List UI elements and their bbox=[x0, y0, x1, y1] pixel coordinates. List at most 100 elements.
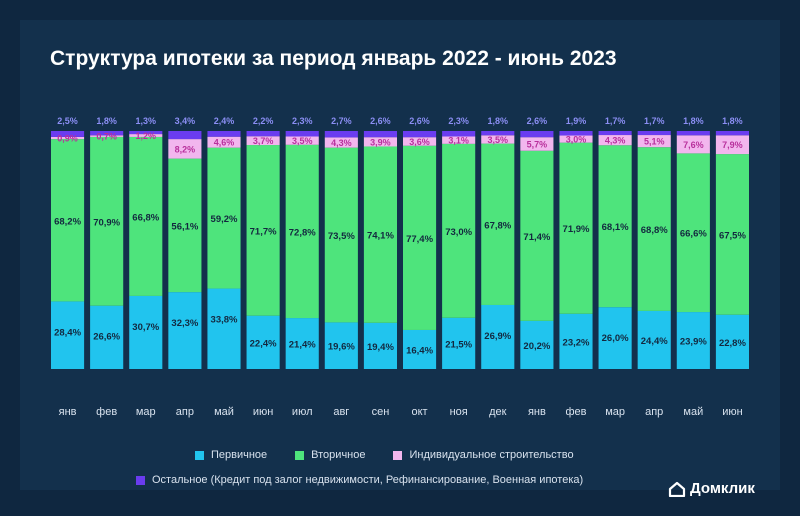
bar-segment-0-3 bbox=[168, 292, 202, 369]
data-label-other-0: 2,5% bbox=[57, 116, 78, 126]
legend-item-1: Вторичное bbox=[295, 449, 365, 461]
data-label-other-12: 2,6% bbox=[527, 116, 548, 126]
bar-segment-1-16 bbox=[676, 153, 710, 313]
bar-segment-2-5 bbox=[246, 136, 280, 146]
bar-segment-0-10 bbox=[442, 317, 476, 369]
data-label-primary-0: 28,4% bbox=[54, 327, 81, 338]
x-tick-label-8: сен bbox=[372, 406, 390, 418]
x-tick-label-2: мар bbox=[136, 406, 156, 418]
bar-segment-1-17 bbox=[715, 154, 749, 315]
data-label-other-9: 2,6% bbox=[409, 116, 430, 126]
bar-segment-1-14 bbox=[598, 145, 632, 308]
data-label-primary-14: 26,0% bbox=[602, 333, 629, 344]
bar-segment-0-11 bbox=[481, 304, 515, 369]
data-label-primary-17: 22,8% bbox=[719, 338, 746, 349]
bar-segment-2-10 bbox=[442, 136, 476, 144]
data-label-other-2: 1,3% bbox=[136, 116, 157, 126]
data-label-primary-7: 19,6% bbox=[328, 342, 355, 353]
bar-segment-1-12 bbox=[520, 150, 554, 321]
data-label-other-11: 1,8% bbox=[488, 116, 509, 126]
data-label-other-10: 2,3% bbox=[448, 116, 469, 126]
bar-segment-1-4 bbox=[207, 147, 241, 289]
bar-segment-2-6 bbox=[285, 136, 319, 145]
stacked-bar-chart: 28,4% 68,2% 0,9% 2,5% янв 26,6% 70,9% 0,7% 1,8% ф… bbox=[51, 116, 749, 418]
data-label-individual-11: 3,5% bbox=[488, 135, 509, 145]
x-tick-label-4: май bbox=[214, 406, 234, 418]
bar-segment-1-10 bbox=[442, 143, 476, 318]
bar-segment-1-7 bbox=[324, 147, 358, 323]
data-label-individual-1: 0,7% bbox=[96, 132, 117, 142]
bar-segment-3-3 bbox=[168, 131, 202, 140]
data-label-other-15: 1,7% bbox=[644, 116, 665, 126]
bar-segment-3-13 bbox=[559, 131, 593, 136]
data-label-individual-17: 7,9% bbox=[722, 140, 743, 150]
x-tick-label-17: июн bbox=[722, 406, 742, 418]
bar-segment-0-7 bbox=[324, 322, 358, 369]
logo-text: Домклик bbox=[690, 480, 755, 497]
bar-segment-1-1 bbox=[90, 136, 124, 306]
bar-segment-3-1 bbox=[90, 131, 124, 136]
data-label-other-1: 1,8% bbox=[96, 116, 117, 126]
bar-segment-3-2 bbox=[129, 131, 163, 135]
data-label-other-17: 1,8% bbox=[722, 116, 743, 126]
data-label-primary-6: 21,4% bbox=[289, 340, 316, 351]
bar-segment-3-7 bbox=[324, 131, 358, 138]
bar-segment-3-4 bbox=[207, 131, 241, 137]
data-label-primary-11: 26,9% bbox=[484, 331, 511, 342]
x-tick-label-14: мар bbox=[605, 406, 625, 418]
bar-segment-1-0 bbox=[51, 139, 85, 302]
data-label-individual-13: 3,0% bbox=[566, 135, 587, 145]
data-label-individual-5: 3,7% bbox=[253, 136, 274, 146]
legend-label-1: Вторичное bbox=[311, 449, 366, 461]
data-label-individual-2: 1,2% bbox=[136, 131, 157, 141]
data-label-individual-3: 8,2% bbox=[175, 144, 196, 154]
bar-segment-1-13 bbox=[559, 142, 593, 314]
legend-swatch-0 bbox=[195, 450, 204, 460]
x-tick-label-7: авг bbox=[333, 406, 349, 418]
bar-segment-3-5 bbox=[246, 131, 280, 137]
x-tick-label-9: окт bbox=[412, 406, 428, 418]
data-label-primary-16: 23,9% bbox=[680, 337, 707, 348]
data-label-primary-4: 33,8% bbox=[211, 315, 238, 326]
data-label-individual-8: 3,9% bbox=[370, 137, 391, 147]
data-label-secondary-17: 67,5% bbox=[719, 230, 746, 241]
x-tick-label-5: июн bbox=[253, 406, 273, 418]
data-label-individual-15: 5,1% bbox=[644, 137, 665, 147]
data-label-individual-6: 3,5% bbox=[292, 136, 313, 146]
bar-segment-1-3 bbox=[168, 158, 202, 293]
data-label-primary-13: 23,2% bbox=[563, 337, 590, 348]
data-label-other-16: 1,8% bbox=[683, 116, 704, 126]
x-tick-label-13: фев bbox=[565, 406, 586, 418]
data-label-primary-5: 22,4% bbox=[250, 338, 277, 349]
data-label-other-13: 1,9% bbox=[566, 116, 587, 126]
data-label-primary-2: 30,7% bbox=[132, 322, 159, 333]
bar-segment-2-11 bbox=[481, 135, 515, 144]
data-label-other-5: 2,2% bbox=[253, 116, 274, 126]
bar-segment-1-5 bbox=[246, 145, 280, 316]
x-tick-label-16: май bbox=[683, 406, 703, 418]
x-tick-label-10: ноя bbox=[450, 406, 468, 418]
data-label-other-7: 2,7% bbox=[331, 116, 352, 126]
bar-segment-3-0 bbox=[51, 131, 85, 137]
data-label-other-14: 1,7% bbox=[605, 116, 626, 126]
data-label-secondary-3: 56,1% bbox=[171, 221, 198, 232]
x-tick-label-11: дек bbox=[489, 406, 507, 418]
bar-segment-1-15 bbox=[637, 147, 671, 311]
legend-label-0: Первичное bbox=[211, 449, 268, 461]
bar-segment-3-15 bbox=[637, 131, 671, 136]
bar-segment-3-16 bbox=[676, 131, 710, 136]
legend-item-3: Остальное (Кредит под залог недвижимости… bbox=[136, 474, 583, 486]
x-tick-label-12: янв bbox=[528, 406, 546, 418]
bar-segment-0-4 bbox=[207, 288, 241, 369]
bar-segment-1-8 bbox=[363, 146, 397, 323]
bar-segment-2-7 bbox=[324, 137, 358, 148]
data-label-primary-15: 24,4% bbox=[641, 336, 668, 347]
data-label-secondary-6: 72,8% bbox=[289, 227, 316, 238]
data-label-individual-0: 0,9% bbox=[57, 134, 78, 144]
data-label-individual-12: 5,7% bbox=[527, 139, 548, 149]
bar-segment-0-6 bbox=[285, 318, 319, 369]
data-label-secondary-15: 68,8% bbox=[641, 225, 668, 236]
bar-segment-1-9 bbox=[403, 145, 437, 330]
data-label-secondary-0: 68,2% bbox=[54, 216, 81, 227]
bar-segment-0-12 bbox=[520, 320, 554, 369]
